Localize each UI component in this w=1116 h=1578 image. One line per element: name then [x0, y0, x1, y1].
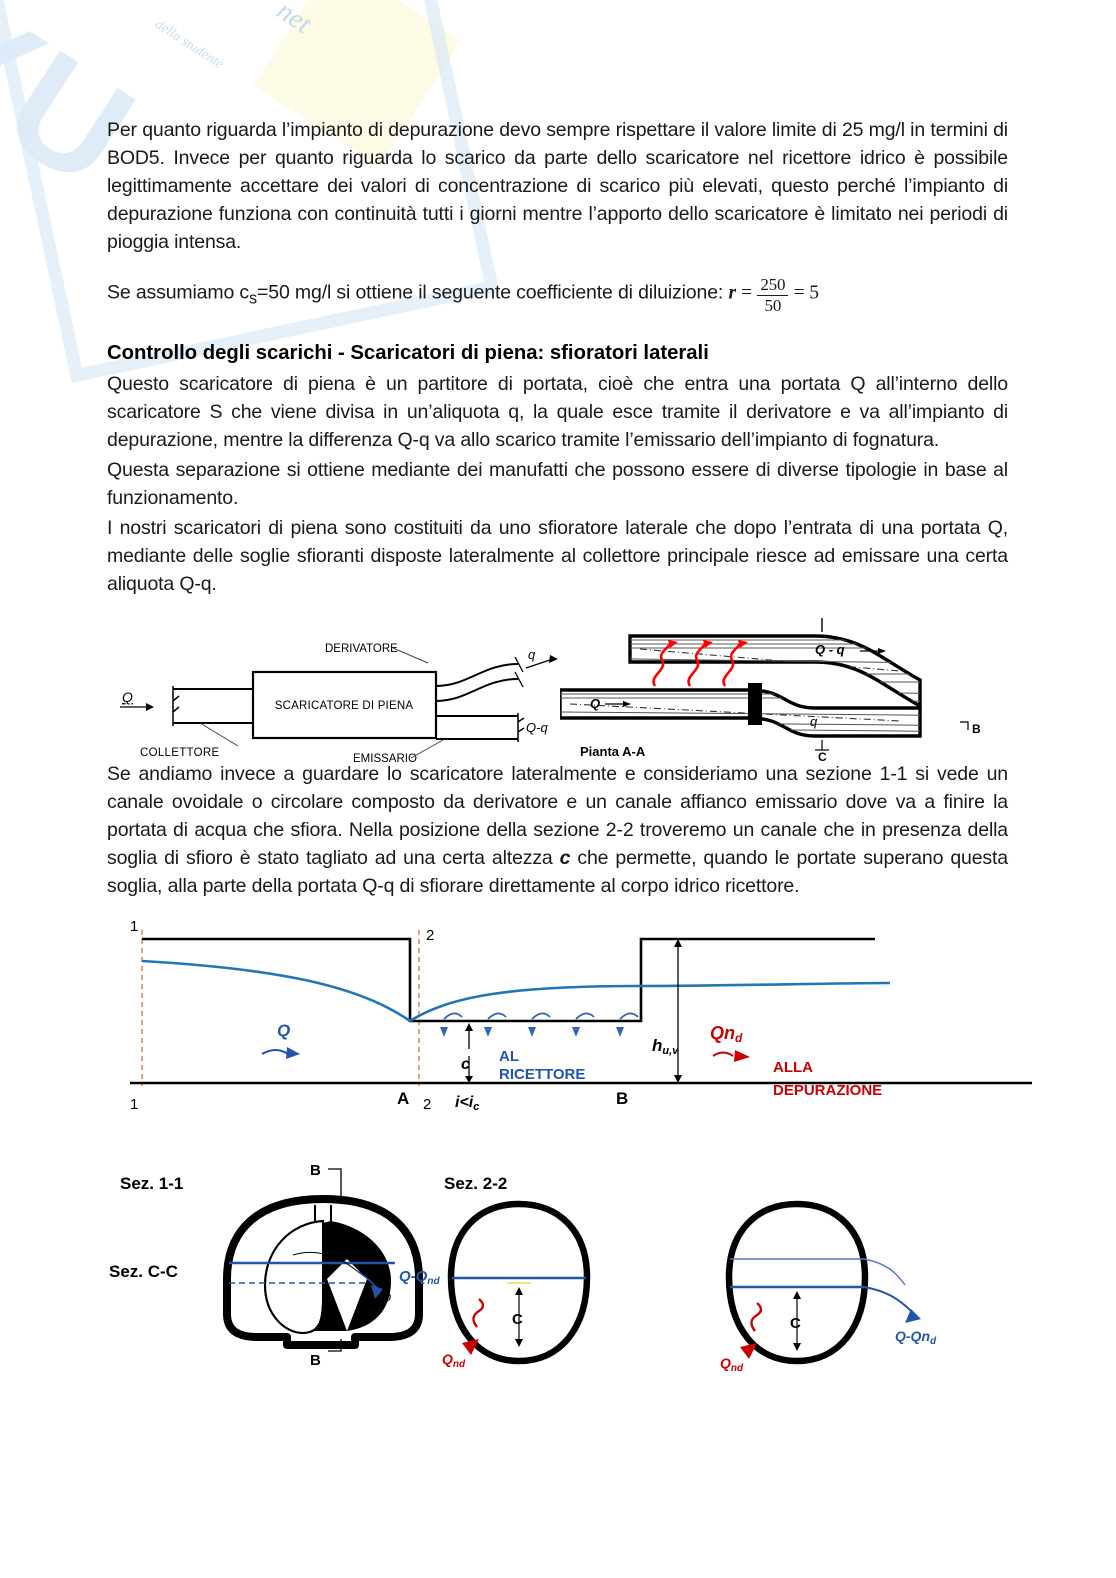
svg-text:AL: AL	[499, 1048, 519, 1065]
svg-text:Q: Q	[122, 689, 133, 705]
svg-text:B: B	[616, 1089, 628, 1108]
svg-text:ALLA: ALLA	[773, 1059, 813, 1076]
svg-text:C: C	[512, 1311, 523, 1328]
svg-text:B: B	[310, 1352, 321, 1369]
svg-text:A: A	[397, 1089, 409, 1108]
svg-text:SCARICATORE DI PIENA: SCARICATORE DI PIENA	[275, 700, 414, 712]
svg-text:i<ic: i<ic	[455, 1094, 479, 1113]
svg-text:EMISSARIO: EMISSARIO	[353, 753, 417, 763]
svg-text:Sez. 2-2: Sez. 2-2	[444, 1174, 507, 1193]
svg-text:Qnd: Qnd	[710, 1023, 743, 1045]
svg-text:della studente: della studente	[152, 17, 226, 72]
svg-text:q: q	[810, 714, 818, 729]
svg-text:Q-Qnd: Q-Qnd	[895, 1328, 937, 1347]
svg-text:COLLETTORE: COLLETTORE	[140, 747, 220, 759]
svg-text:Pianta A-A: Pianta A-A	[580, 744, 646, 759]
svg-text:DERIVATORE: DERIVATORE	[325, 643, 398, 655]
svg-text:Sez. C-C: Sez. C-C	[109, 1262, 178, 1281]
svg-text:C: C	[818, 750, 827, 763]
svg-text:Qnd: Qnd	[720, 1355, 744, 1374]
svg-text:Sez. 1-1: Sez. 1-1	[120, 1174, 183, 1193]
svg-text:C: C	[790, 1315, 801, 1332]
svg-text:2: 2	[423, 1096, 431, 1113]
svg-text:net: net	[271, 0, 318, 40]
svg-text:2: 2	[426, 927, 434, 944]
svg-text:b: b	[384, 1289, 391, 1304]
svg-text:Q - q: Q - q	[815, 642, 845, 657]
svg-text:DEPURAZIONE: DEPURAZIONE	[773, 1082, 882, 1099]
svg-text:RICETTORE: RICETTORE	[499, 1066, 585, 1083]
svg-text:Q: Q	[590, 696, 600, 711]
svg-text:B: B	[972, 722, 981, 736]
svg-text:hu,v: hu,v	[652, 1036, 679, 1057]
svg-text:Q: Q	[277, 1021, 290, 1040]
svg-text:Q-q: Q-q	[526, 720, 548, 735]
svg-text:q: q	[528, 647, 536, 662]
svg-text:1: 1	[130, 1096, 138, 1113]
svg-text:B: B	[310, 1162, 321, 1179]
svg-text:Q-Qnd: Q-Qnd	[399, 1268, 440, 1287]
svg-text:1: 1	[130, 921, 138, 935]
svg-text:Qnd: Qnd	[442, 1351, 466, 1370]
